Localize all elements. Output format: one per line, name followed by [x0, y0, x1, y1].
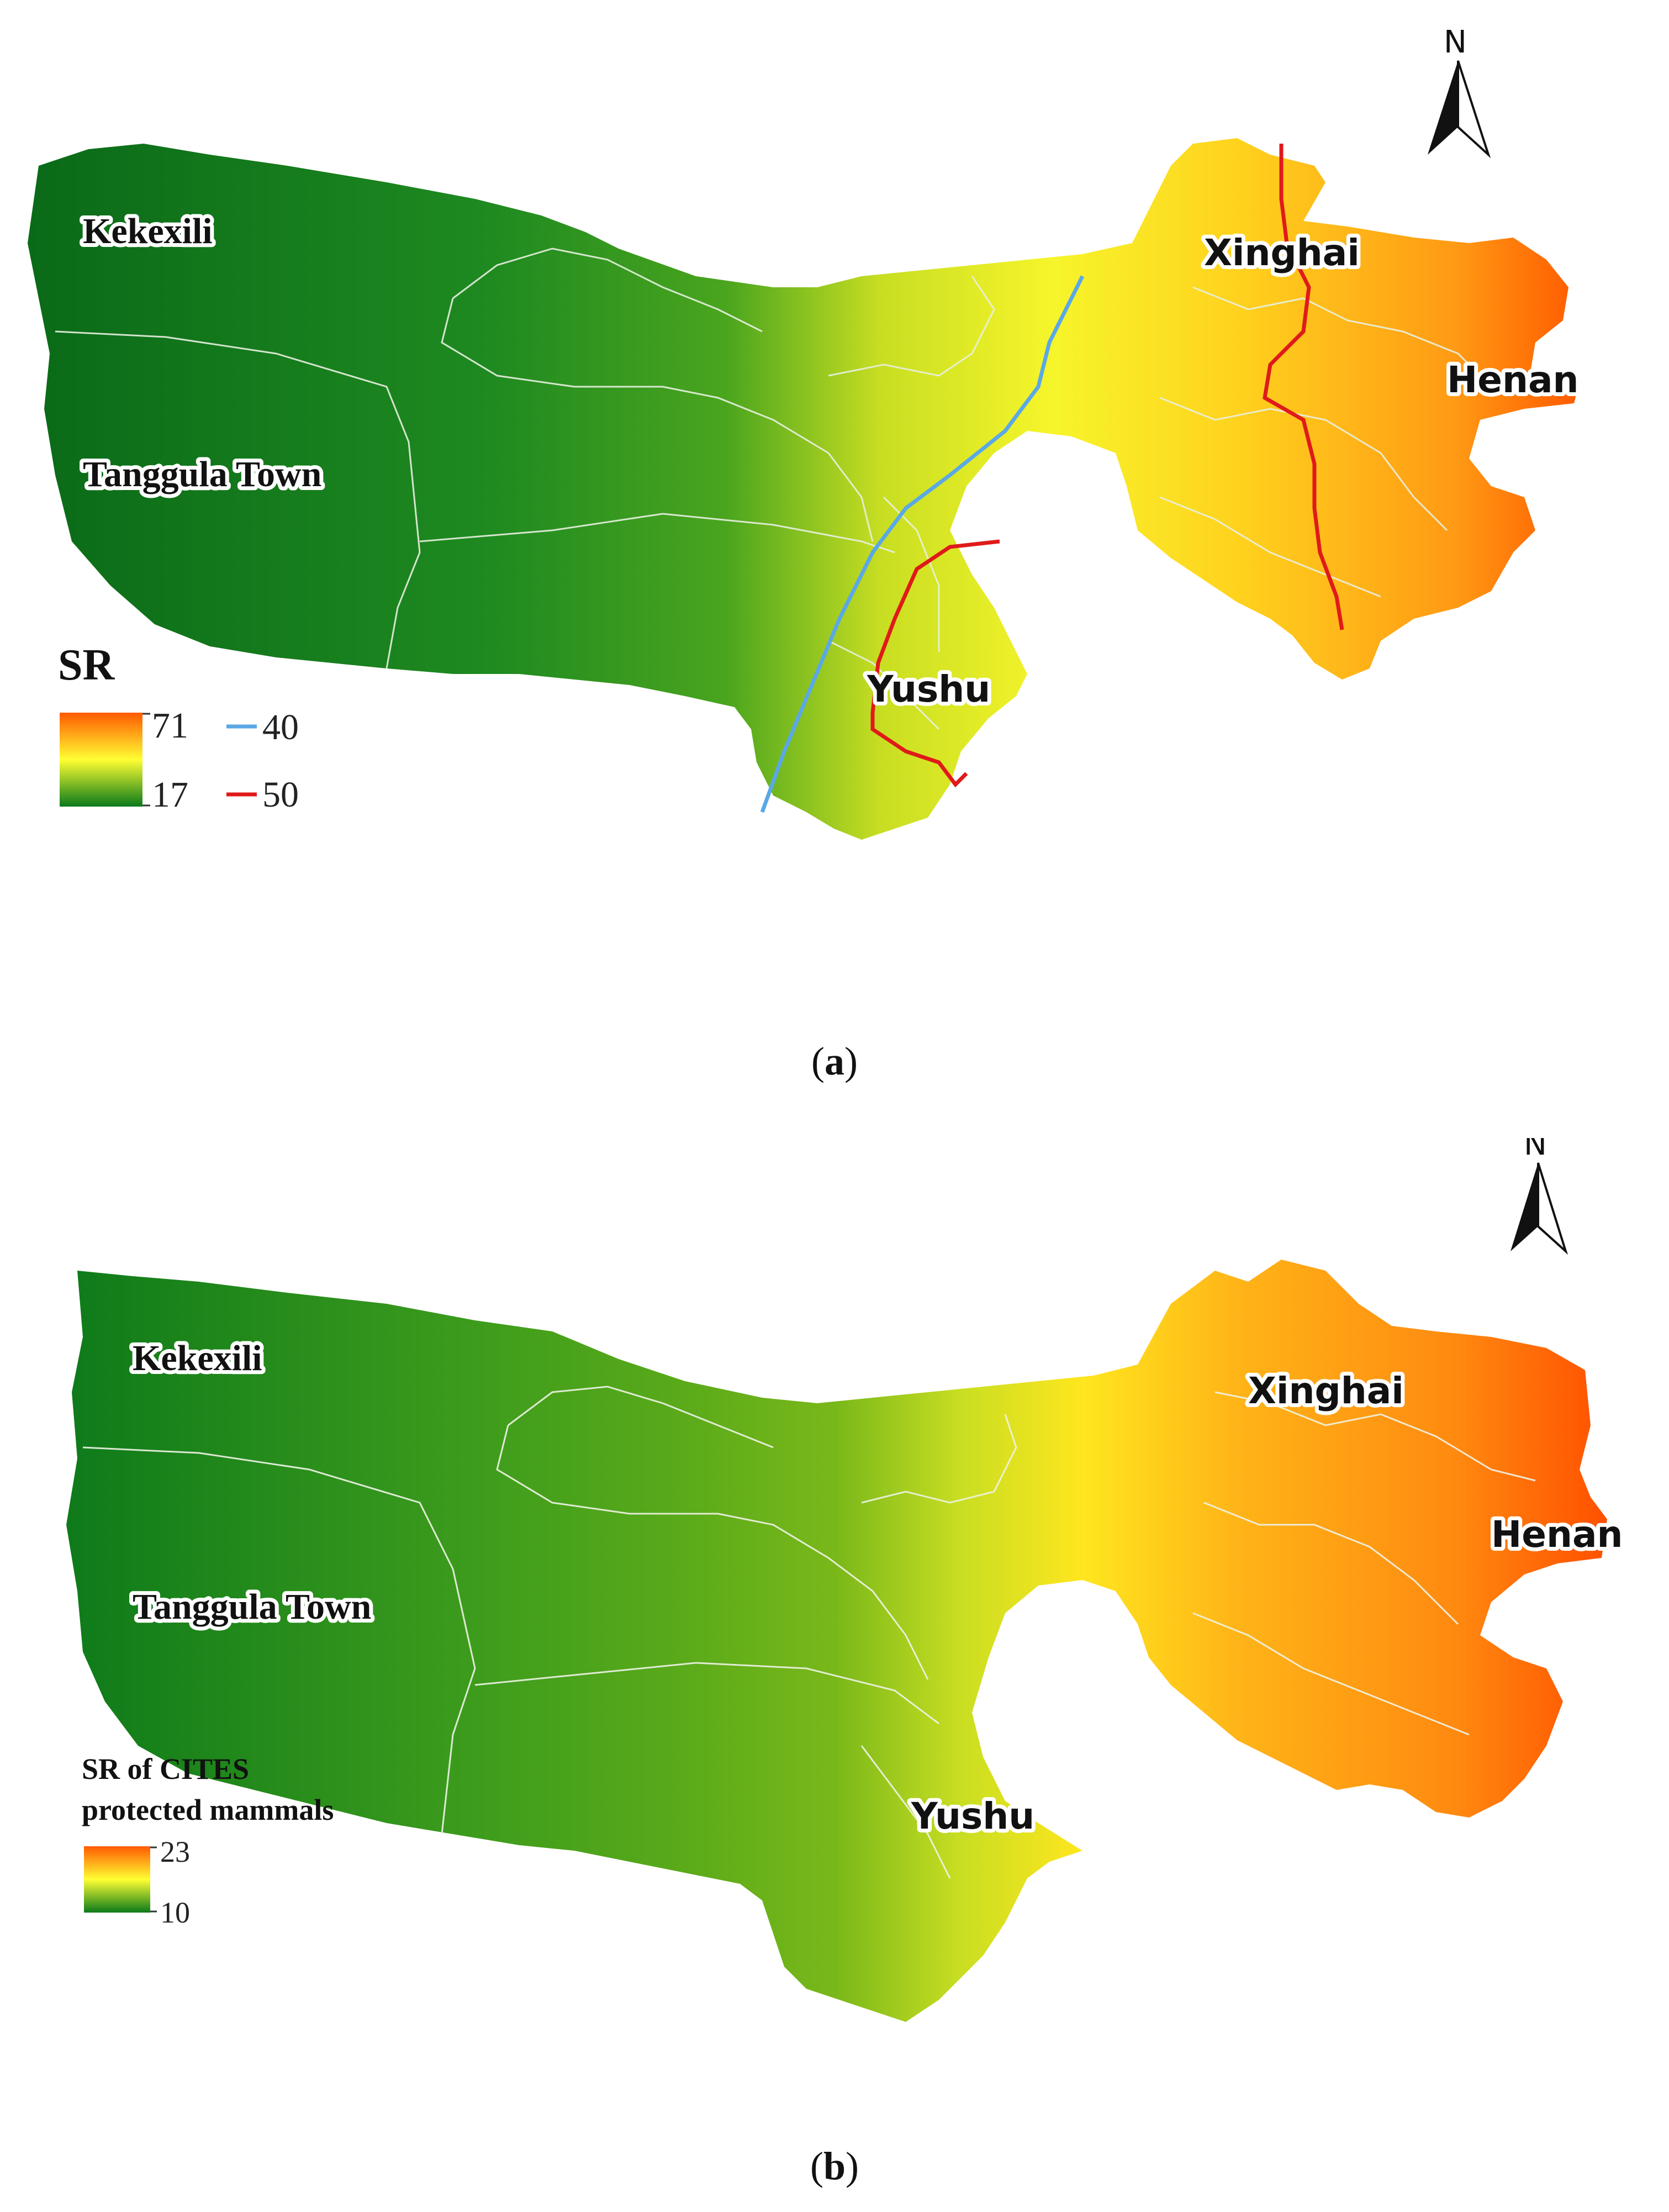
legend-max-a: 71: [152, 705, 188, 746]
region-shape-b: [66, 1260, 1607, 2022]
legend-title-b-line2: protected mammals: [82, 1793, 334, 1826]
place-label-tanggula: Tanggula Town: [83, 454, 321, 494]
isoline-40: [760, 275, 1085, 813]
north-arrow-b: N: [1510, 1138, 1568, 1255]
sr-map-b: Kekexili Tanggula Town Xinghai Henan Yus…: [66, 1138, 1627, 2022]
place-label-xinghai: Xinghai: [1248, 1370, 1404, 1412]
caption-b: (b): [810, 2144, 859, 2188]
legend-isoline-blue-label: 40: [262, 707, 299, 747]
legend-b: SR of CITES protected mammals 23 10: [82, 1752, 334, 1929]
north-label-b: N: [1524, 1138, 1547, 1162]
legend-min-a: 17: [152, 775, 188, 815]
place-label-kekexili: Kekexili: [133, 1338, 262, 1378]
north-label-a: N: [1444, 24, 1467, 60]
legend-max-b: 23: [160, 1835, 190, 1868]
caption-letter-a: a: [825, 1039, 844, 1083]
place-label-tanggula: Tanggula Town: [133, 1587, 371, 1627]
caption-letter-b: b: [823, 2144, 846, 2188]
place-label-xinghai: Xinghai: [1204, 231, 1360, 274]
legend-color-ramp-b: [84, 1846, 150, 1913]
region-shape-a: [28, 138, 1580, 840]
legend-min-b: 10: [160, 1896, 190, 1929]
place-label-kekexili: Kekexili: [83, 211, 213, 251]
map-panel-a: Kekexili Tanggula Town Xinghai Henan Yus…: [0, 0, 1669, 1028]
place-label-henan: Henan: [1491, 1513, 1623, 1556]
legend-title-a: SR: [58, 641, 115, 689]
legend-color-ramp-a: [60, 713, 142, 807]
admin-boundaries-a: [55, 247, 1492, 730]
admin-boundaries-b: [82, 1386, 1536, 1879]
isoline-50-east: [1263, 144, 1344, 630]
place-label-yushu: Yushu: [867, 668, 990, 710]
north-arrow-icon: [1510, 1163, 1538, 1251]
legend-a: SR 71 17 40 50: [58, 641, 299, 815]
map-panel-b: Kekexili Tanggula Town Xinghai Henan Yus…: [0, 1138, 1669, 2077]
sr-map-a: Kekexili Tanggula Town Xinghai Henan Yus…: [28, 24, 1583, 840]
isoline-50-west: [870, 539, 1000, 788]
legend-isoline-red-label: 50: [262, 775, 299, 815]
place-label-yushu: Yushu: [911, 1795, 1034, 1837]
place-label-henan: Henan: [1447, 359, 1579, 401]
legend-title-b-line1: SR of CITES: [82, 1752, 249, 1786]
north-arrow-a: N: [1428, 24, 1491, 159]
caption-a: (a): [811, 1039, 858, 1083]
north-arrow-icon: [1428, 61, 1458, 155]
